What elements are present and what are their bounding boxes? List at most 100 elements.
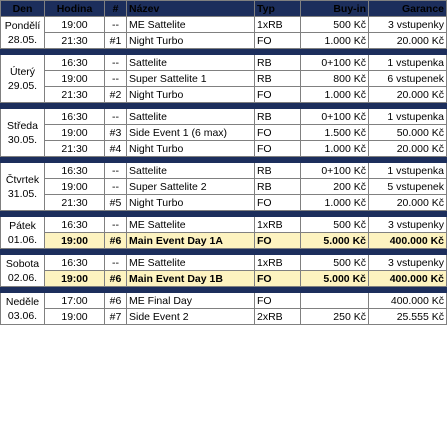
type-cell: 1xRB — [254, 216, 301, 233]
type-cell: FO — [254, 140, 301, 157]
type-cell: RB — [254, 178, 301, 195]
day-name: Neděle — [5, 295, 40, 308]
guarantee-cell: 3 vstupenky — [368, 16, 447, 33]
time-cell: 17:00 — [44, 292, 105, 309]
time-cell: 19:00 — [44, 308, 105, 325]
event-name-cell: Super Sattelite 1 — [126, 70, 255, 87]
buyin-cell: 0+100 Kč — [300, 162, 369, 179]
guarantee-cell: 6 vstupenek — [368, 70, 447, 87]
event-name-cell: Main Event Day 1B — [126, 270, 255, 287]
time-cell: 21:30 — [44, 140, 105, 157]
buyin-cell: 1.000 Kč — [300, 194, 369, 211]
header-type: Typ — [254, 0, 301, 17]
guarantee-cell: 5 vstupenek — [368, 178, 447, 195]
event-number-cell: -- — [104, 54, 127, 71]
table-row: 21:30 #5 Night Turbo FO 1.000 Kč 20.000 Kč — [1, 194, 447, 211]
table-row: 19:00 #6 Main Event Day 1A FO 5.000 Kč 400.00… — [1, 232, 447, 249]
header-day: Den — [0, 0, 45, 17]
buyin-cell: 5.000 Kč — [300, 232, 369, 249]
event-number-cell: -- — [104, 178, 127, 195]
type-cell: FO — [254, 194, 301, 211]
day-name: Pondělí — [4, 19, 41, 32]
event-number-cell: #6 — [104, 232, 127, 249]
table-row: 21:30 #4 Night Turbo FO 1.000 Kč 20.000 Kč — [1, 140, 447, 157]
guarantee-cell: 25.555 Kč — [368, 308, 447, 325]
table-row: Úterý 29.05. 16:30 -- Sattelite RB 0+100 Kč 1 v… — [0, 54, 447, 103]
table-row: 19:00 -- Super Sattelite 2 RB 200 Kč 5 vstupe… — [1, 178, 447, 195]
time-cell: 16:30 — [44, 162, 105, 179]
time-cell: 19:00 — [44, 70, 105, 87]
time-cell: 21:30 — [44, 32, 105, 49]
day-cell: Úterý 29.05. — [0, 54, 45, 103]
tournament-schedule-table: Den Hodina # Název Typ Buy-in Garance Po… — [0, 0, 447, 325]
type-cell: FO — [254, 86, 301, 103]
event-number-cell: -- — [104, 70, 127, 87]
time-cell: 19:00 — [44, 232, 105, 249]
type-cell: FO — [254, 270, 301, 287]
time-cell: 16:30 — [44, 216, 105, 233]
day-name: Pátek — [9, 219, 36, 232]
table-row: Sobota 02.06. 16:30 -- ME Sattelite 1xRB 500 K… — [0, 254, 447, 287]
time-cell: 19:00 — [44, 16, 105, 33]
day-date: 28.05. — [7, 33, 38, 46]
buyin-cell: 0+100 Kč — [300, 54, 369, 71]
day-cell: Pátek 01.06. — [0, 216, 45, 249]
guarantee-cell: 1 vstupenka — [368, 54, 447, 71]
type-cell: RB — [254, 70, 301, 87]
type-cell: FO — [254, 292, 301, 309]
type-cell: RB — [254, 108, 301, 125]
buyin-cell: 1.000 Kč — [300, 32, 369, 49]
buyin-cell: 0+100 Kč — [300, 108, 369, 125]
day-date: 29.05. — [7, 79, 38, 92]
event-name-cell: Sattelite — [126, 108, 255, 125]
day-cell: Středa 30.05. — [0, 108, 45, 157]
time-cell: 16:30 — [44, 108, 105, 125]
table-row: 21:30 #1 Night Turbo FO 1.000 Kč 20.000 Kč — [1, 32, 447, 49]
day-cell: Sobota 02.06. — [0, 254, 45, 287]
event-number-cell: #5 — [104, 194, 127, 211]
event-number-cell: #4 — [104, 140, 127, 157]
type-cell: FO — [254, 232, 301, 249]
table-row: 19:00 -- Super Sattelite 1 RB 800 Kč 6 vstupe… — [1, 70, 447, 87]
event-name-cell: Night Turbo — [126, 86, 255, 103]
table-row: Neděle 03.06. 17:00 #6 ME Final Day FO 400.000… — [0, 292, 447, 325]
event-name-cell: Night Turbo — [126, 194, 255, 211]
time-cell: 21:30 — [44, 194, 105, 211]
day-name: Čtvrtek — [5, 173, 40, 186]
guarantee-cell: 400.000 Kč — [368, 270, 447, 287]
event-number-cell: #1 — [104, 32, 127, 49]
day-cell: Čtvrtek 31.05. — [0, 162, 45, 211]
header-time: Hodina — [44, 0, 105, 17]
guarantee-cell: 20.000 Kč — [368, 86, 447, 103]
time-cell: 16:30 — [44, 54, 105, 71]
event-name-cell: Sattelite — [126, 162, 255, 179]
day-date: 31.05. — [7, 187, 38, 200]
event-name-cell: Side Event 2 — [126, 308, 255, 325]
event-number-cell: #6 — [104, 270, 127, 287]
buyin-cell — [300, 292, 369, 309]
buyin-cell: 1.000 Kč — [300, 140, 369, 157]
event-name-cell: ME Final Day — [126, 292, 255, 309]
event-name-cell: Main Event Day 1A — [126, 232, 255, 249]
header-guarantee: Garance — [368, 0, 447, 17]
guarantee-cell: 3 vstupenky — [368, 254, 447, 271]
guarantee-cell: 1 vstupenka — [368, 108, 447, 125]
header-name: Název — [126, 0, 255, 17]
guarantee-cell: 20.000 Kč — [368, 194, 447, 211]
event-number-cell: #3 — [104, 124, 127, 141]
event-name-cell: Super Sattelite 2 — [126, 178, 255, 195]
time-cell: 16:30 — [44, 254, 105, 271]
buyin-cell: 1.500 Kč — [300, 124, 369, 141]
table-row: 19:00 #3 Side Event 1 (6 max) FO 1.500 Kč 50.… — [1, 124, 447, 141]
buyin-cell: 250 Kč — [300, 308, 369, 325]
buyin-cell: 200 Kč — [300, 178, 369, 195]
header-buyin: Buy-in — [300, 0, 369, 17]
buyin-cell: 5.000 Kč — [300, 270, 369, 287]
day-date: 03.06. — [7, 309, 38, 322]
day-cell: Neděle 03.06. — [0, 292, 45, 325]
type-cell: RB — [254, 54, 301, 71]
time-cell: 21:30 — [44, 86, 105, 103]
day-date: 02.06. — [7, 271, 38, 284]
header-num: # — [104, 0, 127, 17]
guarantee-cell: 50.000 Kč — [368, 124, 447, 141]
